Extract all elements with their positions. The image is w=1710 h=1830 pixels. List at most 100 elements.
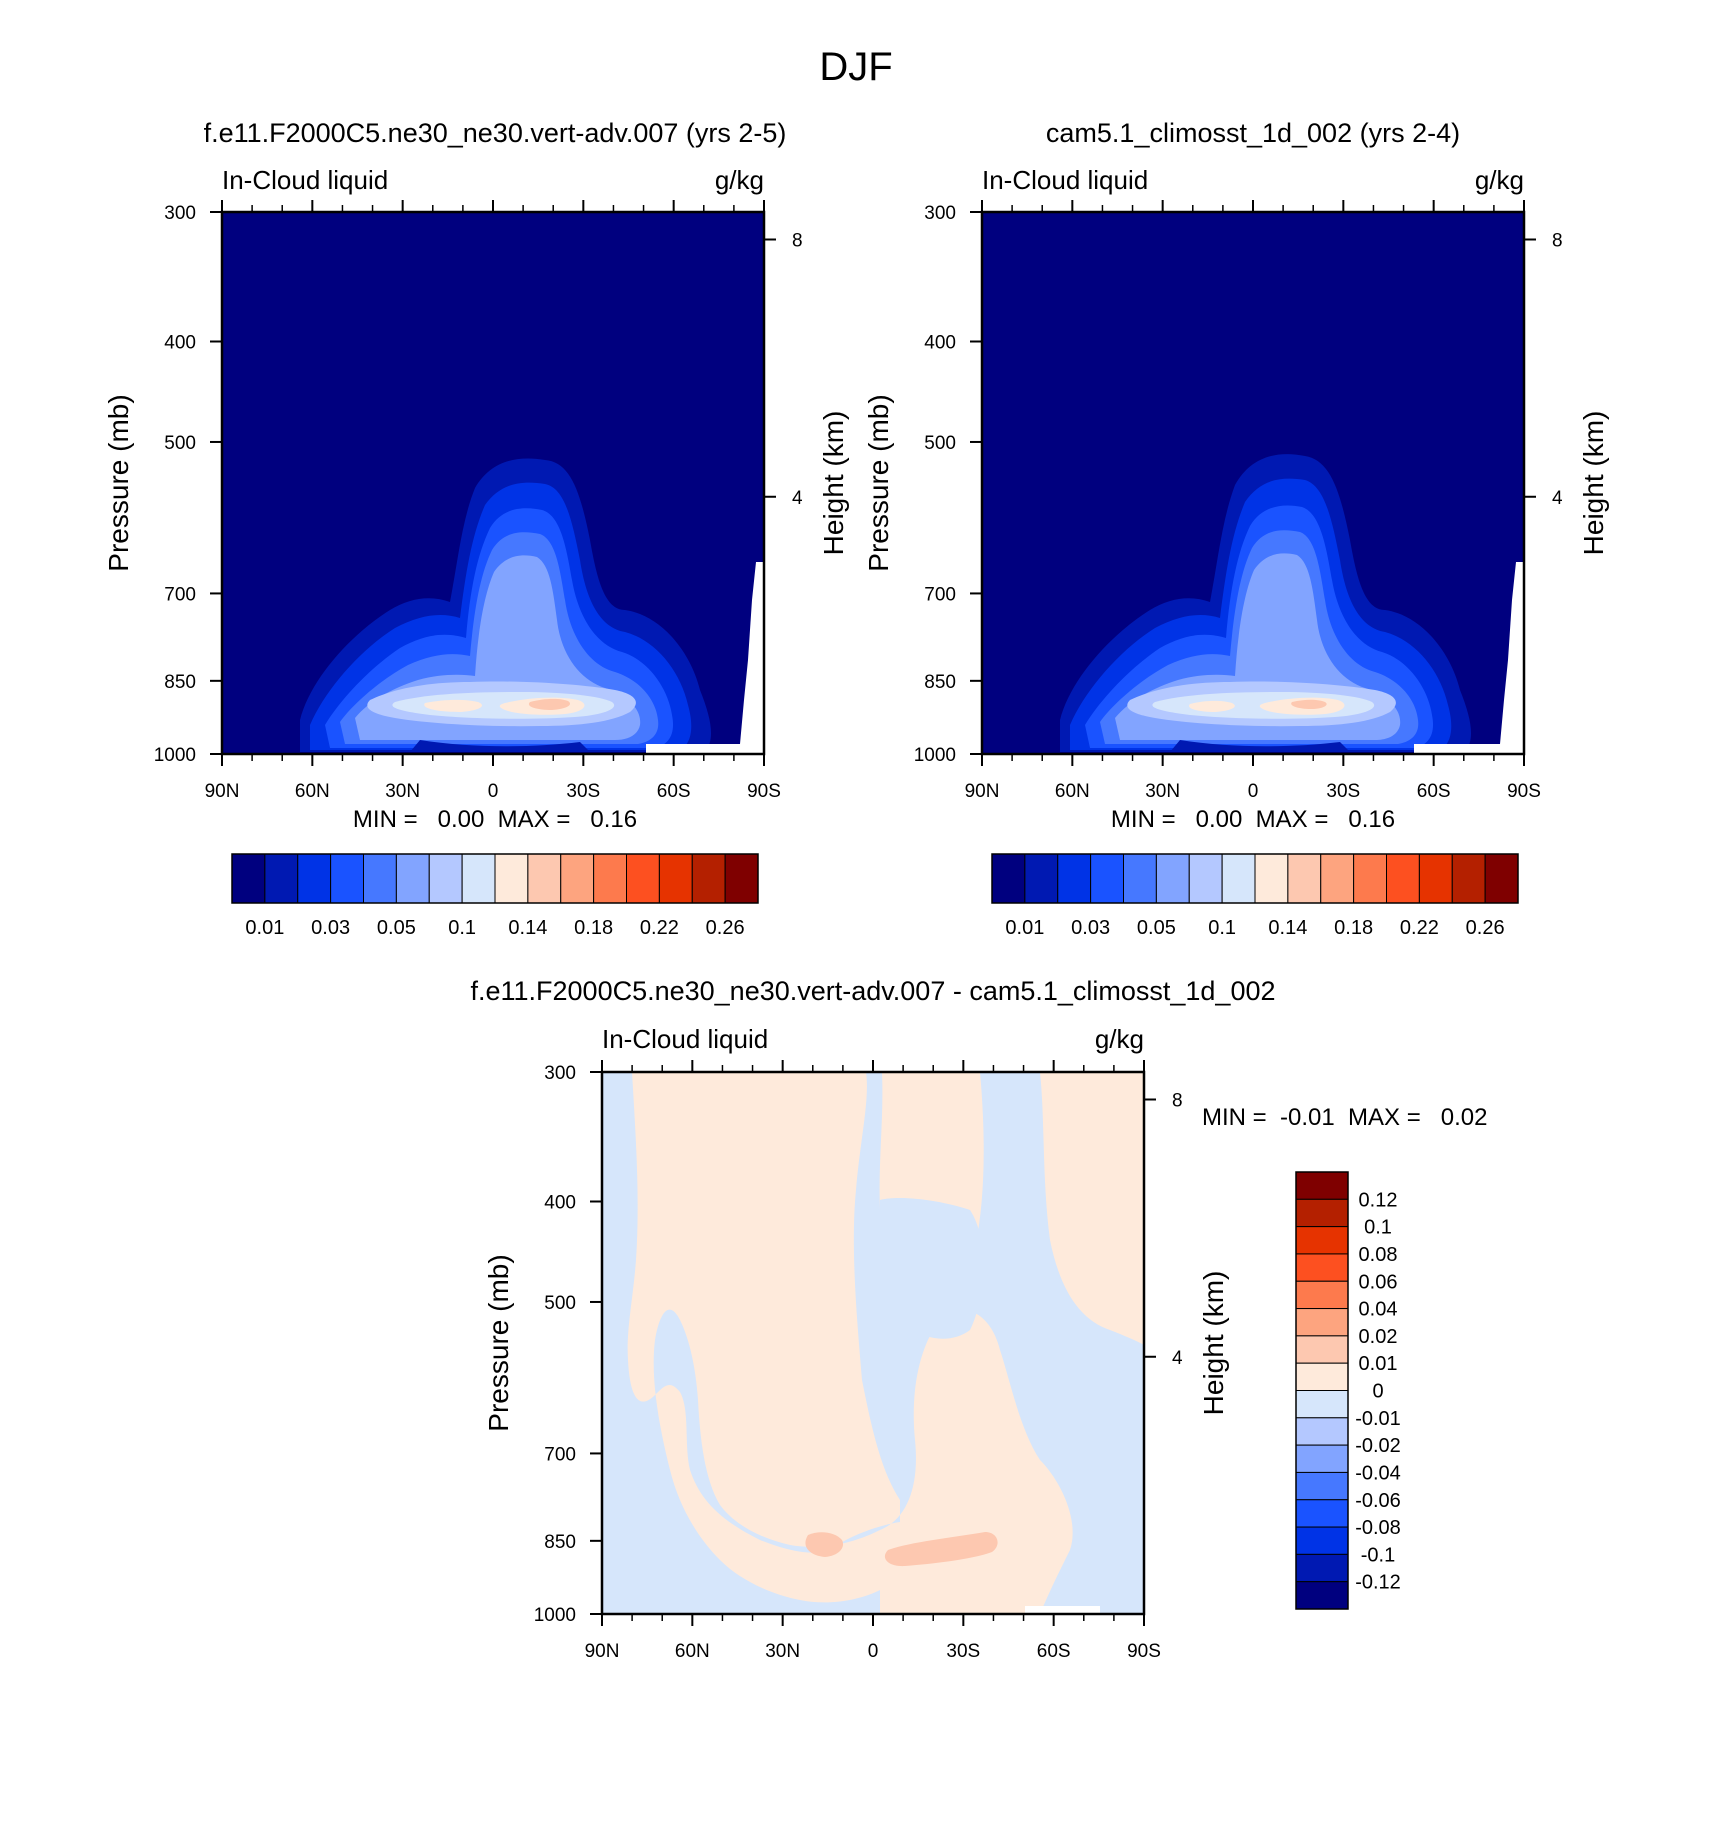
colorbar-swatch — [1295, 1553, 1349, 1583]
colorbar-label: 0.22 — [640, 917, 679, 939]
y-tick-label: 850 — [164, 672, 196, 693]
y-tick-label: 850 — [924, 672, 956, 693]
panel-c-missing-region — [1025, 1606, 1100, 1614]
colorbar-swatch — [1295, 1417, 1349, 1446]
colorbar-swatch — [1451, 853, 1486, 904]
panel-c-y-axis-label: Pressure (mb) — [483, 1254, 514, 1431]
page-title: DJF — [819, 45, 892, 89]
colorbar-swatch — [1295, 1226, 1349, 1255]
panel-a-contour-level-1b — [410, 740, 590, 752]
colorbar-swatch — [494, 853, 529, 904]
colorbar-swatch — [1295, 1499, 1349, 1528]
x-tick-label: 90N — [965, 781, 1000, 802]
y-tick-label: 700 — [924, 584, 956, 605]
x-tick-label: 30S — [1326, 781, 1360, 802]
colorbar-swatch — [1295, 1280, 1349, 1310]
x-tick-label: 30S — [566, 781, 600, 802]
colorbar-label: -0.02 — [1355, 1435, 1401, 1457]
x-tick-label: 30N — [385, 781, 420, 802]
colorbar-label: 0.01 — [1005, 917, 1044, 939]
colorbar-label: 0.06 — [1359, 1271, 1398, 1293]
colorbar-swatch — [1295, 1526, 1349, 1555]
colorbar-swatch — [1057, 853, 1092, 904]
panel-a-axes: 90N 60N 30N 0 30S 60S 90S 300 400 500 700 850 1000 8 4 — [154, 200, 803, 802]
colorbar-swatch — [1295, 1171, 1349, 1200]
panel-c-title: f.e11.F2000C5.ne30_ne30.vert-adv.007 - c… — [470, 976, 1275, 1006]
y-tick-label: 500 — [924, 433, 956, 454]
colorbar-label: 0.02 — [1359, 1326, 1398, 1348]
panel-a-missing-region — [646, 562, 764, 754]
panel-b-title: cam5.1_climosst_1d_002 (yrs 2-4) — [1046, 118, 1460, 148]
panel-b-contour-level-1b — [1170, 740, 1350, 752]
colorbar-swatch — [1254, 853, 1289, 904]
colorbar-swatch — [1295, 1308, 1349, 1337]
panel-a-right-label: g/kg — [715, 165, 764, 195]
panel-c-positive-lobe-1 — [805, 1532, 844, 1557]
panel-b-right-label: g/kg — [1475, 165, 1524, 195]
colorbar-swatch — [593, 853, 627, 904]
panel-c-axes: 90N 60N 30N 0 30S 60S 90S 300 400 500 700 850 1000 8 4 — [534, 1060, 1183, 1662]
y-tick-label: 400 — [924, 333, 956, 354]
colorbar-label: 0.26 — [1466, 917, 1505, 939]
colorbar-label: 0 — [1372, 1381, 1383, 1403]
colorbar-swatch — [363, 853, 397, 904]
colorbar-swatch — [626, 853, 660, 904]
panel-a-contour-field — [222, 212, 764, 754]
colorbar-swatch — [560, 853, 595, 904]
colorbar-swatch — [1295, 1253, 1349, 1282]
colorbar-label: -0.08 — [1355, 1517, 1401, 1539]
colorbar-label: -0.06 — [1355, 1490, 1401, 1512]
panel-a-title: f.e11.F2000C5.ne30_ne30.vert-adv.007 (yr… — [204, 118, 787, 148]
panel-c-stats: MIN = -0.01 MAX = 0.02 — [1202, 1104, 1487, 1131]
panel-model-b: cam5.1_climosst_1d_002 (yrs 2-4) In-Clou… — [863, 118, 1609, 939]
colorbar-swatch — [1295, 1198, 1349, 1228]
colorbar-swatch — [264, 853, 299, 904]
y-tick-label: 700 — [164, 584, 196, 605]
colorbar-swatch — [527, 853, 562, 904]
panel-b-colorbar: 0.01 0.03 0.05 0.1 0.14 0.18 0.22 0.26 — [991, 853, 1519, 939]
colorbar-label: -0.12 — [1355, 1572, 1401, 1594]
colorbar-swatch — [1484, 853, 1519, 904]
x-tick-label: 60S — [1417, 781, 1451, 802]
x-tick-label: 0 — [868, 1641, 879, 1662]
colorbar-swatch — [724, 853, 759, 904]
panel-b-contour-field — [982, 212, 1524, 754]
colorbar-swatch — [1155, 853, 1190, 904]
panel-c-positive-lobe-2 — [884, 1532, 998, 1567]
colorbar-swatch — [1386, 853, 1420, 904]
colorbar-label: -0.1 — [1361, 1544, 1395, 1566]
y-tick-label: 300 — [164, 203, 196, 224]
y2-tick-label: 4 — [1552, 488, 1563, 509]
x-tick-label: 30N — [765, 1641, 800, 1662]
panel-b-axes: 90N 60N 30N 0 30S 60S 90S 300 400 500 700 850 1000 8 4 — [914, 200, 1563, 802]
colorbar-swatch — [1295, 1335, 1349, 1364]
colorbar-label: 0.14 — [1268, 917, 1307, 939]
panel-b-contour-level-9 — [1291, 699, 1327, 709]
panel-c-negative-region-west — [602, 1072, 1144, 1614]
x-tick-label: 90S — [1507, 781, 1541, 802]
colorbar-label: 0.18 — [574, 917, 613, 939]
colorbar-label: 0.05 — [377, 917, 416, 939]
panel-b-y-axis-label: Pressure (mb) — [863, 394, 894, 571]
x-tick-label: 30S — [946, 1641, 980, 1662]
panel-a-colorbar: 0.01 0.03 0.05 0.1 0.14 0.18 0.22 0.26 — [231, 853, 759, 939]
colorbar-swatch — [1353, 853, 1387, 904]
y2-tick-label: 8 — [1552, 231, 1563, 252]
x-tick-label: 90S — [747, 781, 781, 802]
colorbar-label: -0.01 — [1355, 1408, 1401, 1430]
colorbar-label: 0.12 — [1359, 1189, 1398, 1211]
panel-b-left-label: In-Cloud liquid — [982, 165, 1148, 195]
y2-tick-label: 4 — [1172, 1348, 1183, 1369]
y-tick-label: 1000 — [154, 745, 196, 766]
x-tick-label: 0 — [488, 781, 499, 802]
colorbar-swatch — [461, 853, 496, 904]
colorbar-swatch — [395, 853, 430, 904]
colorbar-swatch — [1123, 853, 1157, 904]
colorbar-swatch — [1295, 1444, 1349, 1473]
y-tick-label: 1000 — [534, 1605, 576, 1626]
colorbar-swatch — [1295, 1471, 1349, 1501]
panel-c-contour-field — [602, 1072, 1144, 1614]
y-tick-label: 500 — [164, 433, 196, 454]
colorbar-label: 0.01 — [1359, 1353, 1398, 1375]
colorbar-label: 0.26 — [706, 917, 745, 939]
